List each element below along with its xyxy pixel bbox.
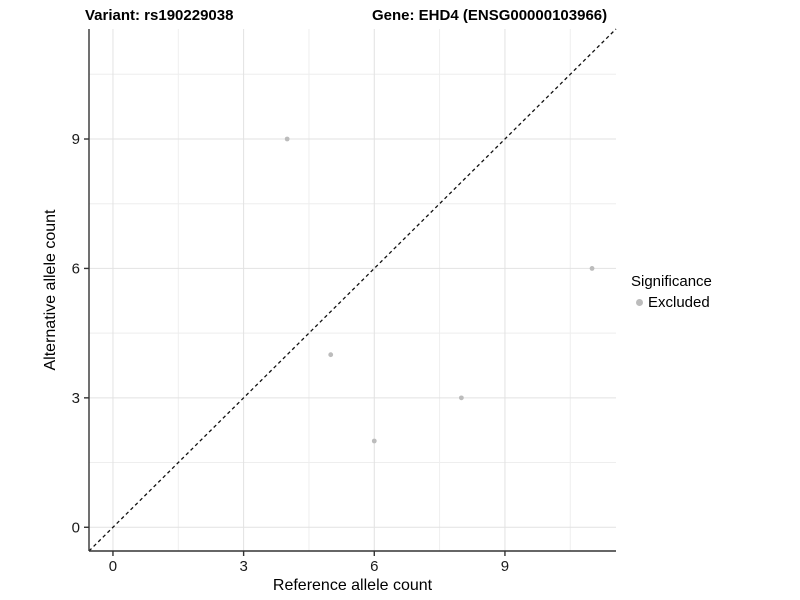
y-tick-label: 3 <box>72 390 80 407</box>
identity-line <box>88 28 617 552</box>
x-tick-label: 3 <box>239 558 247 575</box>
data-point <box>371 438 377 444</box>
legend-item-label: Excluded <box>648 294 710 311</box>
y-tick-label: 9 <box>72 131 80 148</box>
data-point <box>284 136 290 142</box>
y-axis-title: Alternative allele count <box>42 209 59 371</box>
x-tick-label: 9 <box>501 558 509 575</box>
gene-title: Gene: EHD4 (ENSG00000103966) <box>372 7 608 24</box>
data-point <box>458 395 464 401</box>
legend-title: Significance <box>631 273 712 290</box>
y-tick-label: 0 <box>72 519 80 536</box>
data-point <box>589 266 595 271</box>
legend: Significance Excluded <box>631 273 712 311</box>
y-tick-label: 6 <box>72 260 80 277</box>
x-axis-title: Reference allele count <box>272 577 433 594</box>
variant-title: Variant: rs190229038 <box>85 7 234 24</box>
legend-point-icon <box>636 299 643 306</box>
legend-item: Excluded <box>631 294 712 311</box>
data-point <box>328 352 334 358</box>
x-tick-label: 6 <box>370 558 378 575</box>
x-tick-label: 0 <box>109 558 117 575</box>
